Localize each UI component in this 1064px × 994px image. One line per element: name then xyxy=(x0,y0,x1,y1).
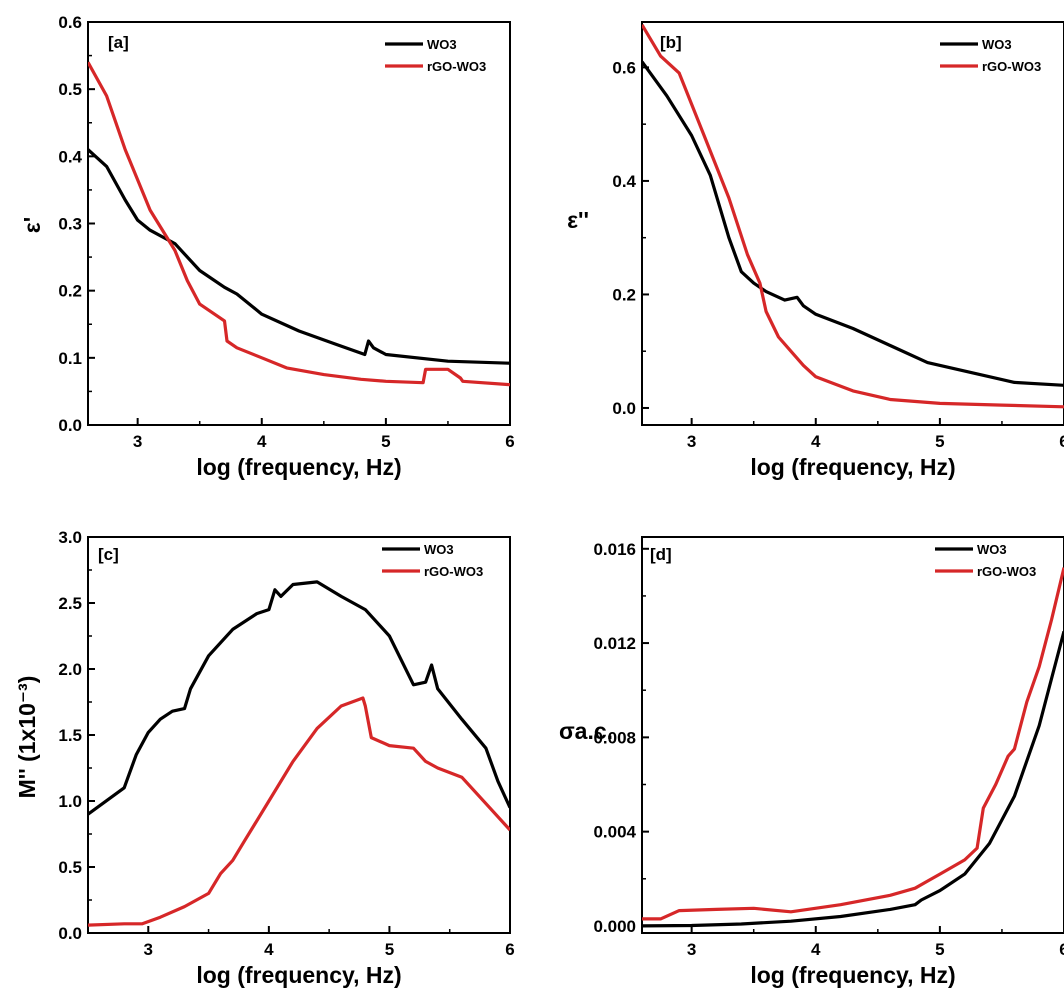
plot-frame xyxy=(641,536,1064,934)
y-tick-label: 0.4 xyxy=(58,147,82,166)
x-tick-label: 3 xyxy=(687,432,696,451)
x-tick-label: 4 xyxy=(811,940,821,959)
x-axis-title: log (frequency, Hz) xyxy=(750,454,955,480)
x-tick-label: 6 xyxy=(505,940,514,959)
y-axis-title: ε'' xyxy=(567,207,589,233)
x-tick-label: 6 xyxy=(1059,432,1064,451)
x-tick-label: 5 xyxy=(385,940,394,959)
y-tick-label: 0.0 xyxy=(58,416,82,435)
series-line-rgo-wo3 xyxy=(642,23,1064,409)
x-tick-label: 6 xyxy=(1059,940,1064,959)
x-axis-title: log (frequency, Hz) xyxy=(196,454,401,480)
y-tick-label: 0.008 xyxy=(593,728,636,747)
x-tick-label: 5 xyxy=(381,432,390,451)
y-tick-label: 0.3 xyxy=(58,215,82,234)
y-tick-label: 3.0 xyxy=(58,528,82,547)
x-tick-label: 3 xyxy=(144,940,153,959)
chart-panel-3: 3 4 5 6 0.000 0.004 0.008 0.012 0.016 log (freque… xyxy=(559,536,1064,988)
y-tick-label: 0.1 xyxy=(58,349,82,368)
series-line-rgo-wo3 xyxy=(88,61,510,387)
series-line-rgo-wo3 xyxy=(642,567,1064,921)
x-tick-label: 4 xyxy=(811,432,821,451)
y-tick-label: 1.0 xyxy=(58,792,82,811)
x-axis-title: log (frequency, Hz) xyxy=(196,962,401,988)
y-tick-label: 0.2 xyxy=(58,282,82,301)
y-axis-title: σa.c. xyxy=(559,718,613,744)
series-line-wo3 xyxy=(88,580,510,816)
y-tick-label: 0.2 xyxy=(612,285,636,304)
series-line-wo3 xyxy=(642,630,1064,928)
y-tick-label: 2.0 xyxy=(58,660,82,679)
legend-entry: WO3 xyxy=(982,37,1012,52)
y-tick-label: 0.016 xyxy=(593,540,636,559)
y-tick-label: 0.0 xyxy=(58,924,82,943)
x-tick-label: 3 xyxy=(133,432,142,451)
y-tick-label: 0.004 xyxy=(593,823,636,842)
x-tick-label: 6 xyxy=(505,432,514,451)
y-tick-label: 0.4 xyxy=(612,172,636,191)
plot-frame xyxy=(87,536,511,934)
legend-entry: WO3 xyxy=(424,542,454,557)
plot-frame xyxy=(87,21,511,426)
y-tick-label: 0.012 xyxy=(593,634,636,653)
x-tick-label: 5 xyxy=(935,432,944,451)
panel-label: [b] xyxy=(660,33,682,52)
x-tick-label: 4 xyxy=(264,940,274,959)
legend-entry: WO3 xyxy=(977,542,1007,557)
y-tick-label: 0.6 xyxy=(612,58,636,77)
legend-entry: rGO-WO3 xyxy=(424,564,483,579)
chart-panel-0: 3 4 5 6 0.0 0.1 0.2 0.3 0.4 0.5 0.6 log (frequency,… xyxy=(19,13,515,480)
y-tick-label: 0.5 xyxy=(58,80,82,99)
legend-entry: rGO-WO3 xyxy=(977,564,1036,579)
y-axis-title: ε' xyxy=(19,217,45,233)
series-line-wo3 xyxy=(642,60,1064,387)
chart-panel-2: 3 4 5 6 0.0 0.5 1.0 1.5 2.0 2.5 3.0 log (frequency,… xyxy=(14,528,515,988)
y-tick-label: 0.5 xyxy=(58,858,82,877)
y-tick-label: 0.0 xyxy=(612,399,636,418)
legend-entry: rGO-WO3 xyxy=(982,59,1041,74)
legend-entry: rGO-WO3 xyxy=(427,59,486,74)
panel-label: [d] xyxy=(650,545,672,564)
legend-entry: WO3 xyxy=(427,37,457,52)
series-line-rgo-wo3 xyxy=(88,696,510,927)
y-tick-label: 0.000 xyxy=(593,917,636,936)
x-tick-label: 4 xyxy=(257,432,267,451)
plot-frame xyxy=(641,21,1064,426)
x-tick-label: 3 xyxy=(687,940,696,959)
y-tick-label: 1.5 xyxy=(58,726,82,745)
x-axis-title: log (frequency, Hz) xyxy=(750,962,955,988)
panel-label: [c] xyxy=(98,545,119,564)
panel-label: [a] xyxy=(108,33,129,52)
y-axis-title: M'' (1x10⁻³) xyxy=(14,676,40,799)
x-tick-label: 5 xyxy=(935,940,944,959)
y-tick-label: 0.6 xyxy=(58,13,82,32)
chart-panel-1: 3 4 5 6 0.0 0.2 0.4 0.6 log (frequency, Hz) ε'' [b… xyxy=(567,21,1064,480)
series-line-wo3 xyxy=(88,148,510,365)
y-tick-label: 2.5 xyxy=(58,594,82,613)
